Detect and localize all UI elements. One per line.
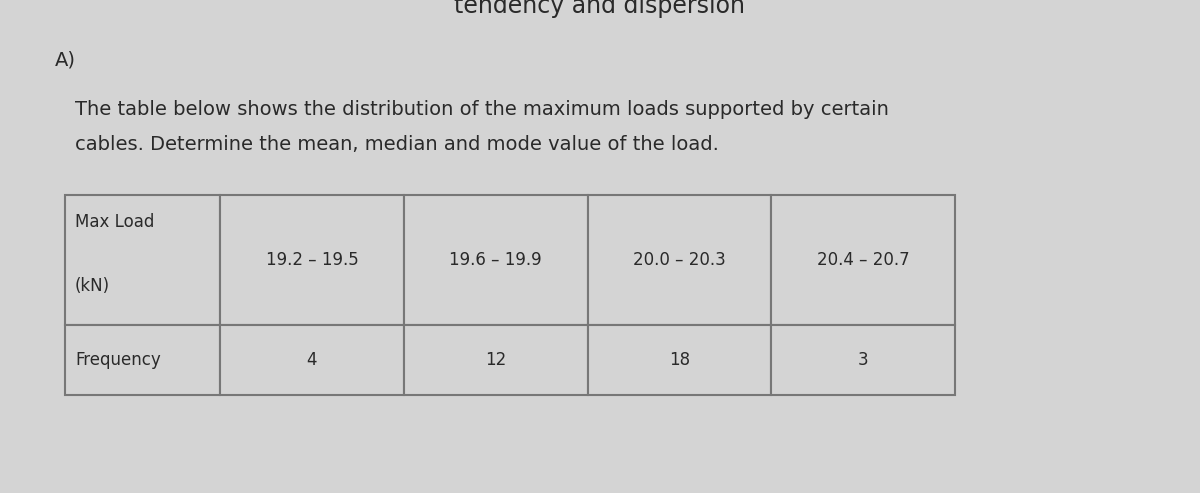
- Text: cables. Determine the mean, median and mode value of the load.: cables. Determine the mean, median and m…: [74, 135, 719, 154]
- Text: 19.2 – 19.5: 19.2 – 19.5: [265, 251, 359, 269]
- Text: The table below shows the distribution of the maximum loads supported by certain: The table below shows the distribution o…: [74, 100, 889, 119]
- Text: 20.0 – 20.3: 20.0 – 20.3: [634, 251, 726, 269]
- Text: Frequency: Frequency: [74, 351, 161, 369]
- Text: 19.6 – 19.9: 19.6 – 19.9: [449, 251, 542, 269]
- Text: 12: 12: [485, 351, 506, 369]
- Text: 18: 18: [668, 351, 690, 369]
- Text: (kN): (kN): [74, 277, 110, 295]
- Text: 3: 3: [858, 351, 869, 369]
- Bar: [403, 325, 588, 395]
- Text: Max Load: Max Load: [74, 213, 155, 231]
- Bar: [220, 195, 403, 325]
- Text: 4: 4: [307, 351, 317, 369]
- Bar: [588, 195, 772, 325]
- Bar: [588, 325, 772, 395]
- Bar: [403, 195, 588, 325]
- Bar: [65, 195, 220, 325]
- Text: A): A): [55, 50, 76, 69]
- Bar: [65, 325, 220, 395]
- Text: 20.4 – 20.7: 20.4 – 20.7: [817, 251, 910, 269]
- Bar: [772, 195, 955, 325]
- Text: tendency and dispersion: tendency and dispersion: [455, 0, 745, 18]
- Bar: [220, 325, 403, 395]
- Bar: [772, 325, 955, 395]
